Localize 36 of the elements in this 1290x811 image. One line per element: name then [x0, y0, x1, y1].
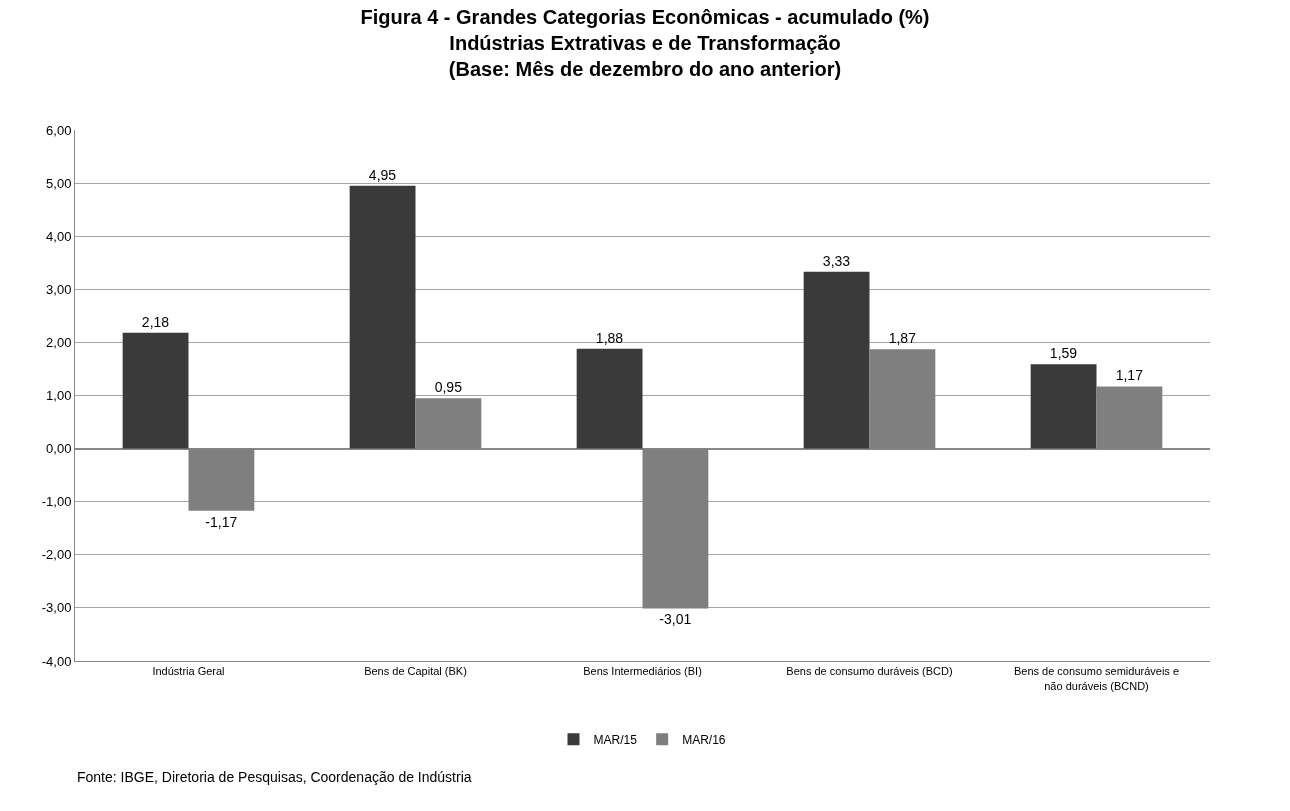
y-tick-label: 4,00 [46, 228, 72, 244]
data-label: 1,17 [1115, 367, 1144, 384]
y-tick-label: 5,00 [46, 175, 72, 191]
data-label: 0,95 [434, 379, 463, 396]
legend-label: MAR/15 [593, 732, 638, 747]
bar [349, 185, 416, 449]
data-label: 1,59 [1049, 345, 1078, 362]
y-tick-label: -2,00 [41, 547, 72, 563]
x-tick-label: Indústria Geral [152, 665, 225, 678]
chart-subtitle: Indústrias Extrativas e de Transformação (Base: Mês de dezembro do ano anterior) [448, 32, 842, 81]
data-label: 4,95 [368, 166, 397, 183]
bar [122, 332, 189, 449]
data-label: -3,01 [659, 611, 692, 628]
y-tick-label: 6,00 [46, 122, 72, 138]
data-label: 1,88 [595, 329, 624, 346]
y-tick-label: 0,00 [46, 441, 72, 457]
x-tick-label: Bens de consumo semiduráveis e não duráveis (BCND) [1013, 665, 1180, 692]
x-tick-label: Bens de Capital (BK) [364, 665, 467, 678]
data-label: 3,33 [822, 252, 851, 269]
y-tick-label: -4,00 [41, 653, 72, 669]
source-note: Fonte: IBGE, Diretoria de Pesquisas, Coordenação de Indústria [77, 769, 472, 785]
data-label: 2,18 [141, 313, 170, 330]
legend-label: MAR/16 [682, 732, 726, 747]
y-tick-label: -1,00 [41, 494, 72, 510]
x-tick-label: Bens de consumo duráveis (BCD) [786, 665, 953, 678]
bar [1030, 364, 1097, 449]
chart-title: Figura 4 - Grandes Categorias Econômicas - acumulado (%) [360, 6, 930, 29]
y-tick-label: 3,00 [46, 281, 72, 297]
data-label: 1,87 [888, 330, 917, 347]
bar [576, 348, 643, 449]
data-label: -1,17 [205, 513, 238, 530]
x-tick-label: Bens Intermediários (BI) [583, 665, 702, 678]
y-tick-label: 1,00 [46, 388, 72, 404]
y-tick-label: 2,00 [46, 334, 72, 350]
y-tick-label: -3,00 [41, 600, 72, 616]
bar [803, 271, 870, 449]
